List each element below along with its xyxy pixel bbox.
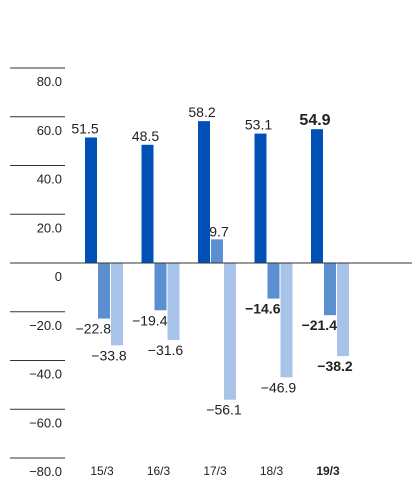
bar (324, 263, 336, 316)
data-label: 53.1 (245, 117, 272, 133)
bar (280, 263, 293, 378)
data-label: −31.6 (148, 342, 184, 358)
data-label: −56.1 (206, 402, 242, 418)
bar (85, 137, 97, 263)
data-label: −38.2 (317, 358, 353, 374)
y-tick-label: 60.0 (37, 123, 62, 138)
value-labels: 51.5 48.5 58.2 53.1 54.9 −22.8 −19.4 9.7 −14.6 −2… (71, 104, 353, 418)
y-tick-label: 20.0 (37, 220, 62, 235)
bar (211, 239, 223, 263)
x-tick-label: 15/3 (90, 464, 114, 478)
y-tick-label: −60.0 (29, 415, 62, 430)
bar (98, 263, 110, 319)
y-tick-label: 0 (55, 269, 62, 284)
data-label: −19.4 (132, 312, 168, 328)
bar (141, 144, 154, 263)
y-tick-label: 40.0 (37, 172, 62, 187)
data-label: 9.7 (209, 223, 229, 239)
data-label: −46.9 (261, 379, 297, 395)
x-tick-label: 17/3 (203, 464, 227, 478)
bar (154, 263, 167, 311)
data-label: −21.4 (302, 317, 338, 333)
bar (167, 263, 180, 341)
data-label: −22.8 (76, 321, 112, 337)
bar (198, 121, 210, 263)
data-label: 54.9 (299, 112, 330, 129)
data-label: −14.6 (245, 301, 281, 317)
y-tick-label: −20.0 (29, 318, 62, 333)
bar (267, 263, 280, 299)
bar (254, 133, 267, 263)
bars (85, 121, 349, 400)
x-tick-label: 19/3 (316, 464, 340, 478)
data-label: −33.8 (91, 347, 127, 363)
x-tick-label: 16/3 (147, 464, 171, 478)
y-tick-label: −40.0 (29, 367, 62, 382)
y-axis: 80.0 60.0 40.0 20.0 0 −20.0 −40.0 −60.0 −80.0 (10, 67, 65, 479)
x-tick-label: 18/3 (260, 464, 284, 478)
data-label: 58.2 (188, 104, 215, 120)
bar (337, 263, 349, 357)
data-label: 48.5 (132, 128, 159, 144)
y-tick-label: 80.0 (37, 74, 62, 89)
x-axis: 15/3 16/3 17/3 18/3 19/3 (90, 464, 340, 478)
bar (311, 129, 323, 263)
bar (224, 263, 236, 400)
data-label: 51.5 (71, 120, 98, 136)
y-tick-label: −80.0 (29, 464, 62, 479)
bar (111, 263, 123, 346)
